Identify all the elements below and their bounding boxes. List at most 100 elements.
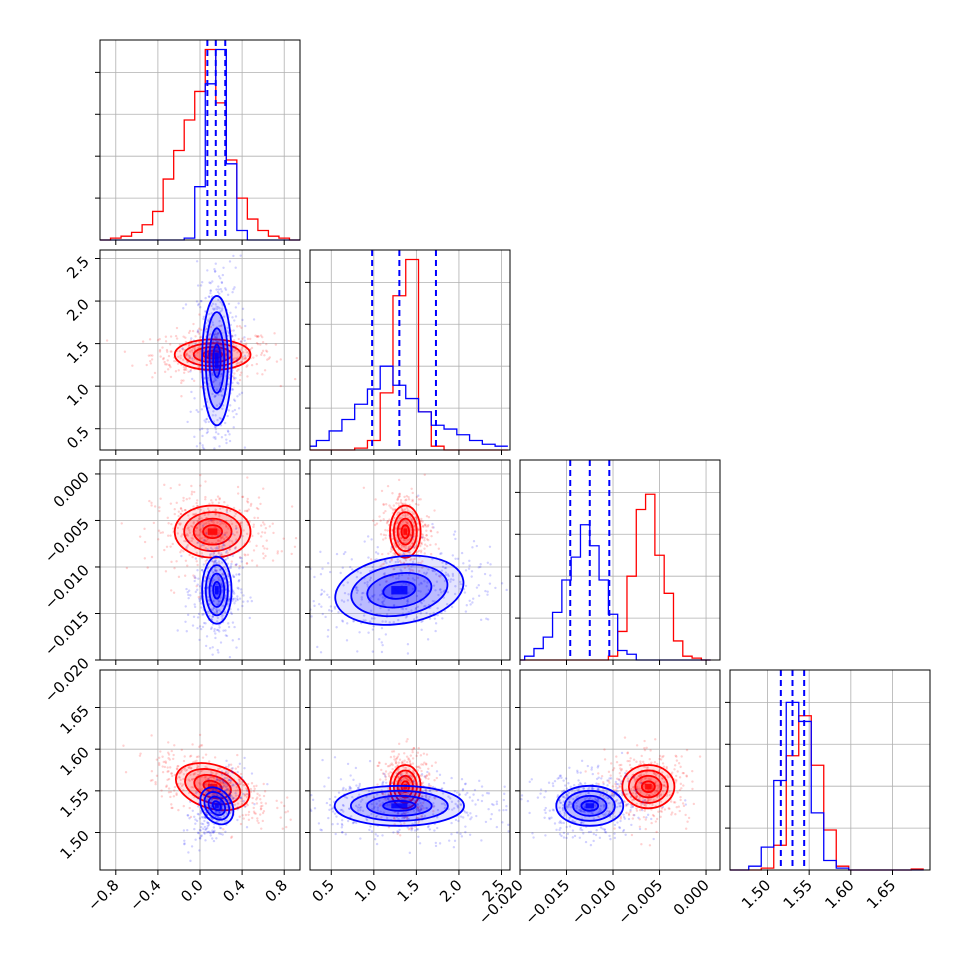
sample-point [223,577,227,581]
sample-point [166,766,169,769]
sample-point [414,502,418,506]
sample-point [233,286,236,289]
sample-point [190,493,193,496]
sample-point [425,611,428,615]
sample-point [191,809,194,812]
sample-point [262,487,265,490]
sample-point [186,613,190,617]
sample-point [676,770,679,773]
sample-point [180,381,183,385]
sample-point [175,337,179,340]
sample-point [366,580,369,584]
sample-point [333,607,337,610]
sample-point [383,597,387,600]
sample-point [476,798,480,802]
sample-point [622,830,625,833]
sample-point [231,381,234,385]
sample-point [592,832,596,836]
sample-point [375,558,378,561]
sample-point [414,807,418,810]
sample-point [633,779,637,782]
sample-point [374,523,377,527]
sample-point [222,614,225,617]
grid [100,460,300,661]
sample-point [665,767,668,770]
sample-point [443,566,447,570]
contour-red [640,780,656,793]
sample-point [179,512,183,516]
sample-point [635,785,639,789]
sample-point [218,445,221,448]
sample-point [310,793,313,797]
sample-point [207,520,210,523]
sample-point [451,808,454,811]
sample-point [639,774,643,777]
sample-point [162,356,165,360]
hist-red [310,258,508,451]
sample-point [301,597,303,599]
sample-point [434,844,438,848]
sample-point [421,533,425,537]
sample-point [217,288,220,291]
hist-blue [520,524,711,661]
sample-point [387,772,390,776]
sample-point [208,553,212,556]
sample-point [231,783,234,786]
sample-point [655,830,658,834]
sample-point [425,533,428,537]
sample-point [190,524,193,528]
sample-point [635,809,639,812]
sample-point [374,833,377,836]
sample-point [213,270,217,273]
sample-point [471,546,474,549]
sample-point [243,339,246,342]
sample-point [420,769,423,773]
sample-point [240,789,244,792]
sample-point [464,782,467,785]
sample-point [612,767,616,770]
sample-point [378,761,381,765]
sample-point [188,497,191,500]
sample-point [381,781,384,785]
sample-point [423,547,426,550]
sample-point [548,809,552,812]
sample-point [202,357,206,361]
sample-point [420,774,423,777]
sample-point [331,810,335,813]
sample-point [414,821,417,825]
peak-blue [215,352,219,369]
sample-point [219,287,223,291]
sample-point [370,802,374,806]
sample-point [328,609,331,612]
sample-point [393,553,397,557]
sample-point [165,545,169,549]
sample-point [222,572,225,576]
sample-point [232,591,235,594]
sample-point [425,544,429,548]
sample-point [189,410,192,414]
sample-point [302,815,304,817]
sample-point [668,790,671,793]
sample-point [437,593,440,597]
sample-point [199,336,202,339]
sample-point [447,574,450,578]
sample-point [648,844,652,847]
sample-point [418,780,421,783]
sample-point [388,560,392,564]
sample-point [170,560,173,564]
sample-point [183,368,187,371]
sample-point [241,814,244,817]
sample-point [384,762,388,766]
sample-point [422,763,425,766]
sample-point [668,793,671,797]
sample-point [206,821,209,824]
sample-point [420,804,423,807]
sample-point [261,545,265,548]
sample-point [194,790,198,793]
sample-point [393,755,396,758]
sample-point [520,809,522,811]
sample-point [662,784,666,787]
sample-point [162,760,165,764]
sample-point [293,377,297,381]
sample-point [216,418,219,422]
